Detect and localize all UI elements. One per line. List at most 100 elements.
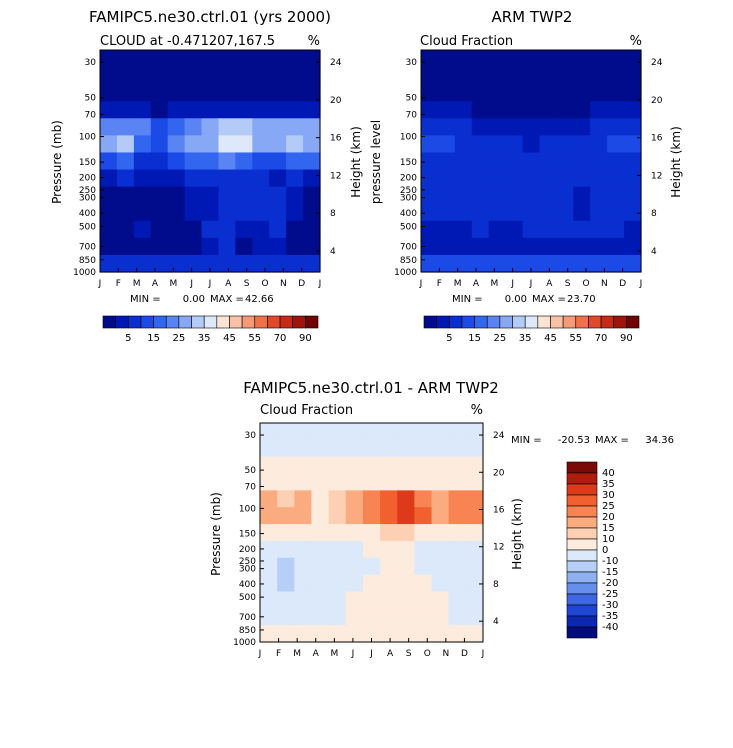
heatmap-cell [488,220,507,239]
heatmap-cell [269,203,287,222]
heatmap-cell [286,84,304,102]
heatmap-cell [252,186,270,205]
heatmap-cell [218,220,236,239]
heatmap-cell [454,84,473,102]
heatmap-cell [286,203,304,222]
heatmap-cell [286,118,304,136]
heatmap-cell [454,169,473,188]
heatmap-cell [431,456,450,475]
heatmap-cell [286,152,304,171]
heatmap-cell [184,169,203,188]
heatmap-cell [380,608,398,626]
heatmap-cell [471,67,490,85]
heatmap-cell [624,220,642,239]
colorbar-label: 90 [299,333,312,344]
colorbar-swatch [178,315,192,329]
heatmap-cell [235,186,253,205]
heatmap-cell [252,152,270,171]
heatmap-cell [345,557,364,576]
heatmap-cell [488,101,507,119]
heatmap-cell [465,456,484,475]
heatmap-cell [260,507,278,525]
heatmap-cell [431,557,450,576]
heatmap-cell [556,237,574,256]
heatmap-cell [345,456,364,475]
max-label: MAX = [595,435,629,446]
heatmap-cell [133,237,152,256]
colorbar-label: -30 [602,600,618,611]
heatmap-cell [345,507,364,525]
x-tick-label: F [276,649,281,659]
heatmap-cell [286,186,304,205]
heatmap-cell [471,237,490,256]
heatmap-cell [201,118,220,136]
heatmap-cell [303,135,321,154]
x-tick-label: J [189,279,193,289]
model-panel: FAMIPC5.ne30.ctrl.01 (yrs 2000) CLOUD at… [50,8,363,344]
heatmap-cell [539,169,557,188]
heatmap-cell [201,203,220,222]
heatmap-cell [252,118,270,136]
heatmap-cell [522,84,541,102]
heatmap-cell [116,186,135,205]
y-tick-label: 300 [79,194,96,204]
heatmap-cell [607,118,625,136]
heatmap-cell [362,439,381,458]
min-value: -20.53 [558,435,590,446]
x-tick-label: J [369,649,373,659]
colorbar-swatch [102,315,116,329]
heatmap-cell [454,118,473,136]
heatmap-cell [362,473,381,491]
colorbar-label: 25 [602,501,615,512]
heatmap-cell [277,540,295,559]
heatmap-cell [277,625,295,643]
x-tick-label: M [490,279,498,289]
heatmap-cell [421,152,439,171]
heatmap-cell [286,67,304,85]
heatmap-cell [201,169,220,188]
heatmap-cell [269,220,287,239]
heatmap-cell [573,152,591,171]
heatmap-cell [380,557,398,576]
y-tick-label: 50 [245,466,257,476]
heatmap-cell [488,152,507,171]
heatmap-cell [100,118,118,136]
heatmap-cell [303,152,321,171]
heatmap-cell [607,67,625,85]
heatmap-cell [505,84,524,102]
heatmap-cell [100,101,118,119]
x-tick-label: A [387,649,394,659]
heatmap-cell [345,625,364,643]
heatmap-cell [556,84,574,102]
x-tick-label: J [351,649,355,659]
heatmap-cell [421,67,439,85]
heatmap-cell [116,220,135,239]
heatmap-cell [286,220,304,239]
heatmap-cell [414,608,433,626]
heatmap-cell [167,169,186,188]
heatmap-cell [505,118,524,136]
heatmap-cell [269,118,287,136]
x-tick-label: N [601,279,608,289]
colorbar-label: 55 [569,333,582,344]
heatmap-cell [311,591,330,609]
heatmap-cell [184,135,203,154]
heatmap-cell [624,84,642,102]
heatmap-cell [133,118,152,136]
heatmap-cell [277,608,295,626]
heatmap-cell [397,540,415,559]
heatmap-cell [286,101,304,119]
max-label: MAX = [532,294,566,305]
heatmap-cell [294,608,313,626]
y-tick-label: 150 [400,158,417,168]
heatmap-cell [590,169,608,188]
heatmap-cell [362,557,381,576]
heatmap-cell [311,490,330,508]
heatmap-cell [624,254,642,273]
colorbar-swatch [550,315,564,329]
heatmap-cell [328,507,347,525]
heatmap-cell [184,237,203,256]
heatmap-cell [218,50,236,68]
heatmap-cell [431,608,450,626]
